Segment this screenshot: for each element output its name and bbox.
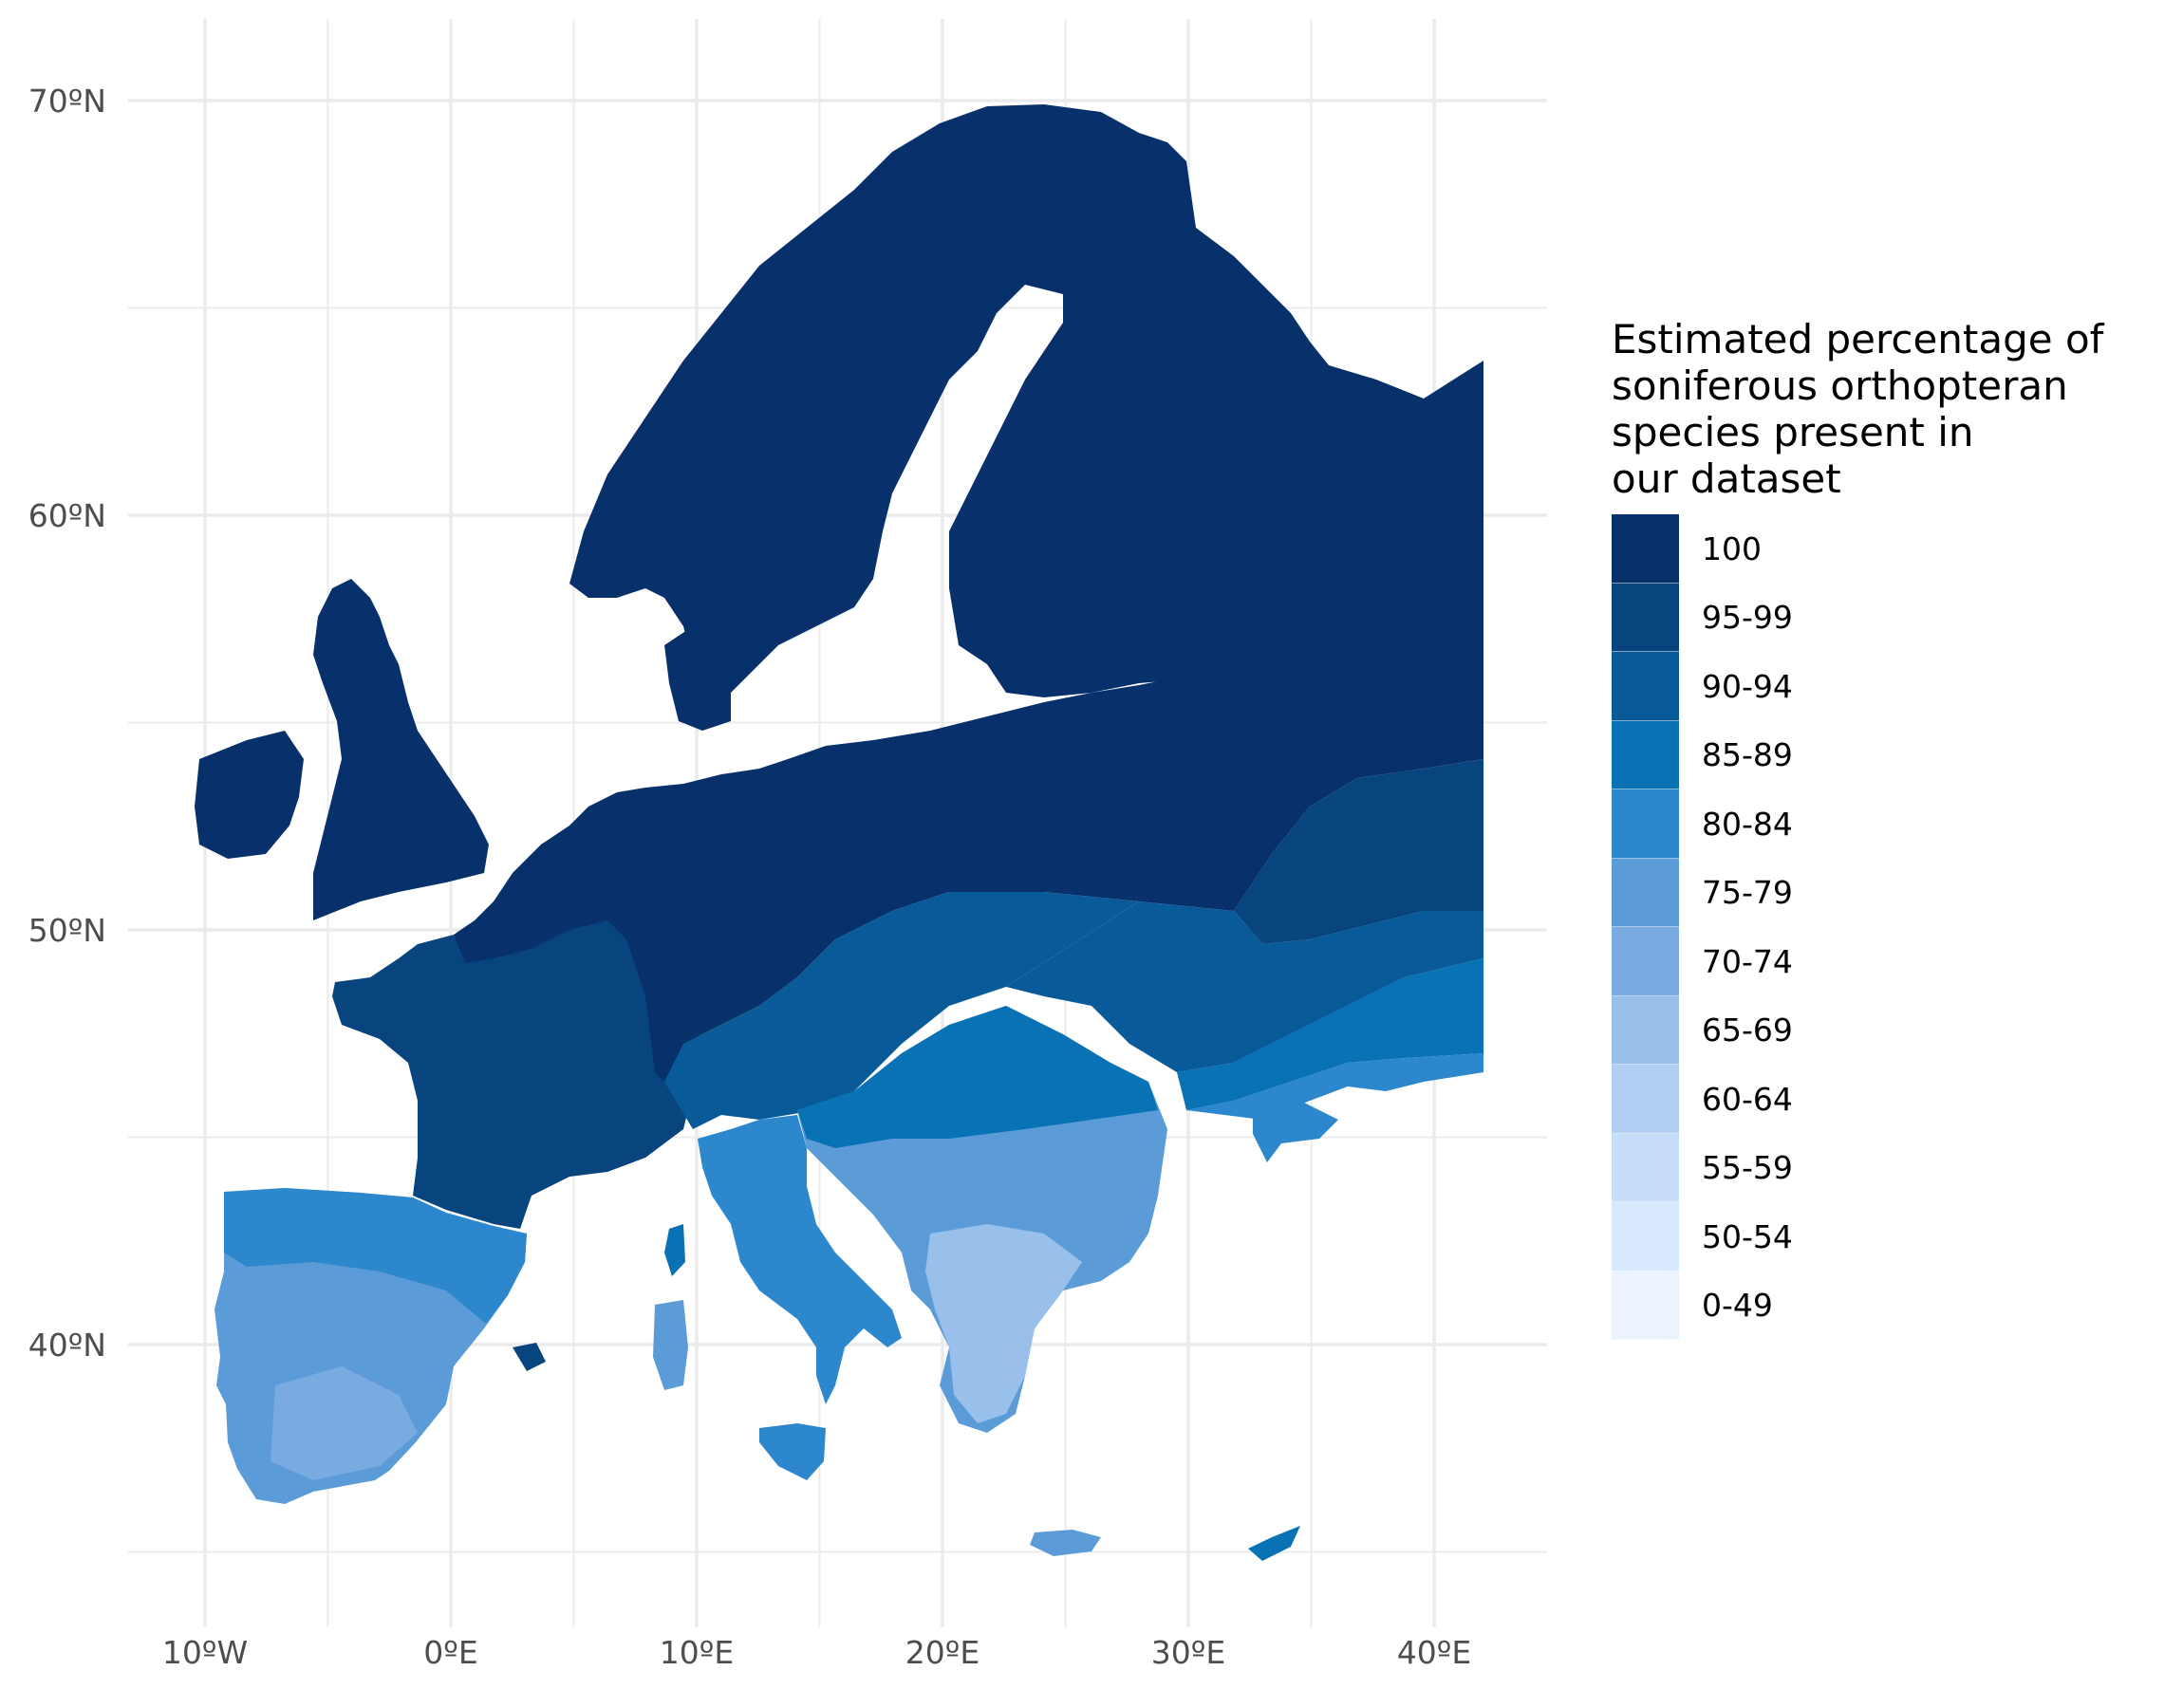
latitude-tick-label: 70ºN xyxy=(28,83,106,120)
crete xyxy=(1030,1530,1101,1556)
cyprus xyxy=(1248,1526,1300,1561)
legend-label: 65-69 xyxy=(1702,1012,1793,1049)
legend-label: 70-74 xyxy=(1702,942,1793,980)
ireland xyxy=(195,731,304,859)
baltic-land-strip xyxy=(987,427,1196,664)
legend-label: 55-59 xyxy=(1702,1149,1793,1187)
great-britain xyxy=(313,579,489,920)
legend-row: 60-64 xyxy=(1612,1065,2181,1134)
legend-swatch xyxy=(1612,583,1679,652)
legend: Estimated percentage of soniferous ortho… xyxy=(1612,316,2181,1340)
longitude-tick-label: 10ºW xyxy=(162,1634,248,1671)
legend-row: 0-49 xyxy=(1612,1271,2181,1340)
scandinavia-region xyxy=(569,104,1483,702)
sicily xyxy=(759,1423,826,1480)
latitude-tick-label: 40ºN xyxy=(28,1327,106,1364)
alpine-band xyxy=(664,892,1139,1129)
legend-row: 50-54 xyxy=(1612,1202,2181,1272)
longitude-tick-label: 10ºE xyxy=(660,1634,734,1671)
legend-row: 95-99 xyxy=(1612,583,2181,652)
eastern-europe-band-85 xyxy=(1177,958,1483,1110)
central-europe-region xyxy=(454,645,1483,1082)
legend-swatch xyxy=(1612,652,1679,721)
legend-label: 85-89 xyxy=(1702,736,1793,774)
legend-label: 90-94 xyxy=(1702,667,1793,705)
legend-label: 80-84 xyxy=(1702,805,1793,843)
legend-row: 65-69 xyxy=(1612,995,2181,1065)
legend-swatch xyxy=(1612,1133,1679,1202)
longitude-tick-label: 40ºE xyxy=(1397,1634,1471,1671)
balkans-north-band xyxy=(797,1006,1158,1148)
legend-row: 70-74 xyxy=(1612,927,2181,996)
legend-row: 90-94 xyxy=(1612,652,2181,721)
legend-title: Estimated percentage of soniferous ortho… xyxy=(1612,316,2104,502)
legend-swatch xyxy=(1612,927,1679,996)
legend-label: 95-99 xyxy=(1702,599,1793,637)
legend-swatch xyxy=(1612,858,1679,927)
legend-swatch xyxy=(1612,514,1679,584)
axis-tick-labels: 10ºW 0ºE 10ºE 20ºE 30ºE 40ºE 70ºN 60ºN 50ºN 40ºN xyxy=(28,83,1471,1671)
legend-swatch xyxy=(1612,1271,1679,1340)
balkans-south-light xyxy=(925,1224,1082,1423)
balearic-islands xyxy=(513,1343,546,1371)
sardinia xyxy=(653,1300,688,1390)
longitude-tick-label: 20ºE xyxy=(905,1634,980,1671)
corsica xyxy=(664,1224,685,1276)
legend-label: 75-79 xyxy=(1702,874,1793,912)
legend-label: 60-64 xyxy=(1702,1080,1793,1118)
latitude-tick-label: 60ºN xyxy=(28,497,106,534)
france-region xyxy=(332,911,702,1229)
legend-swatch xyxy=(1612,1065,1679,1134)
legend-swatch xyxy=(1612,995,1679,1065)
legend-row: 75-79 xyxy=(1612,858,2181,927)
iberia-south-patch xyxy=(271,1366,418,1480)
eastern-europe-band-90 xyxy=(1006,901,1483,1072)
latitude-tick-label: 50ºN xyxy=(28,912,106,949)
legend-label: 100 xyxy=(1702,529,1762,567)
legend-row: 85-89 xyxy=(1612,720,2181,789)
legend-label: 0-49 xyxy=(1702,1287,1773,1325)
legend-label: 50-54 xyxy=(1702,1217,1793,1255)
legend-swatch xyxy=(1612,720,1679,789)
legend-swatch xyxy=(1612,1202,1679,1272)
legend-row: 100 xyxy=(1612,514,2181,584)
land-regions xyxy=(195,104,1483,1561)
longitude-tick-label: 0ºE xyxy=(423,1634,477,1671)
legend-items: 100 95-99 90-94 85-89 80-84 75-79 70-74 65-69 60… xyxy=(1612,514,2181,1340)
legend-row: 80-84 xyxy=(1612,789,2181,859)
eastern-europe-band-95 xyxy=(1234,759,1483,944)
denmark xyxy=(664,626,731,731)
italy-region xyxy=(698,1115,902,1404)
longitude-tick-label: 30ºE xyxy=(1151,1634,1225,1671)
crimea xyxy=(1253,1101,1338,1162)
iberia-north-band xyxy=(224,1188,527,1324)
eastern-europe-band-80 xyxy=(1186,1053,1483,1120)
legend-swatch xyxy=(1612,789,1679,859)
legend-row: 55-59 xyxy=(1612,1133,2181,1202)
